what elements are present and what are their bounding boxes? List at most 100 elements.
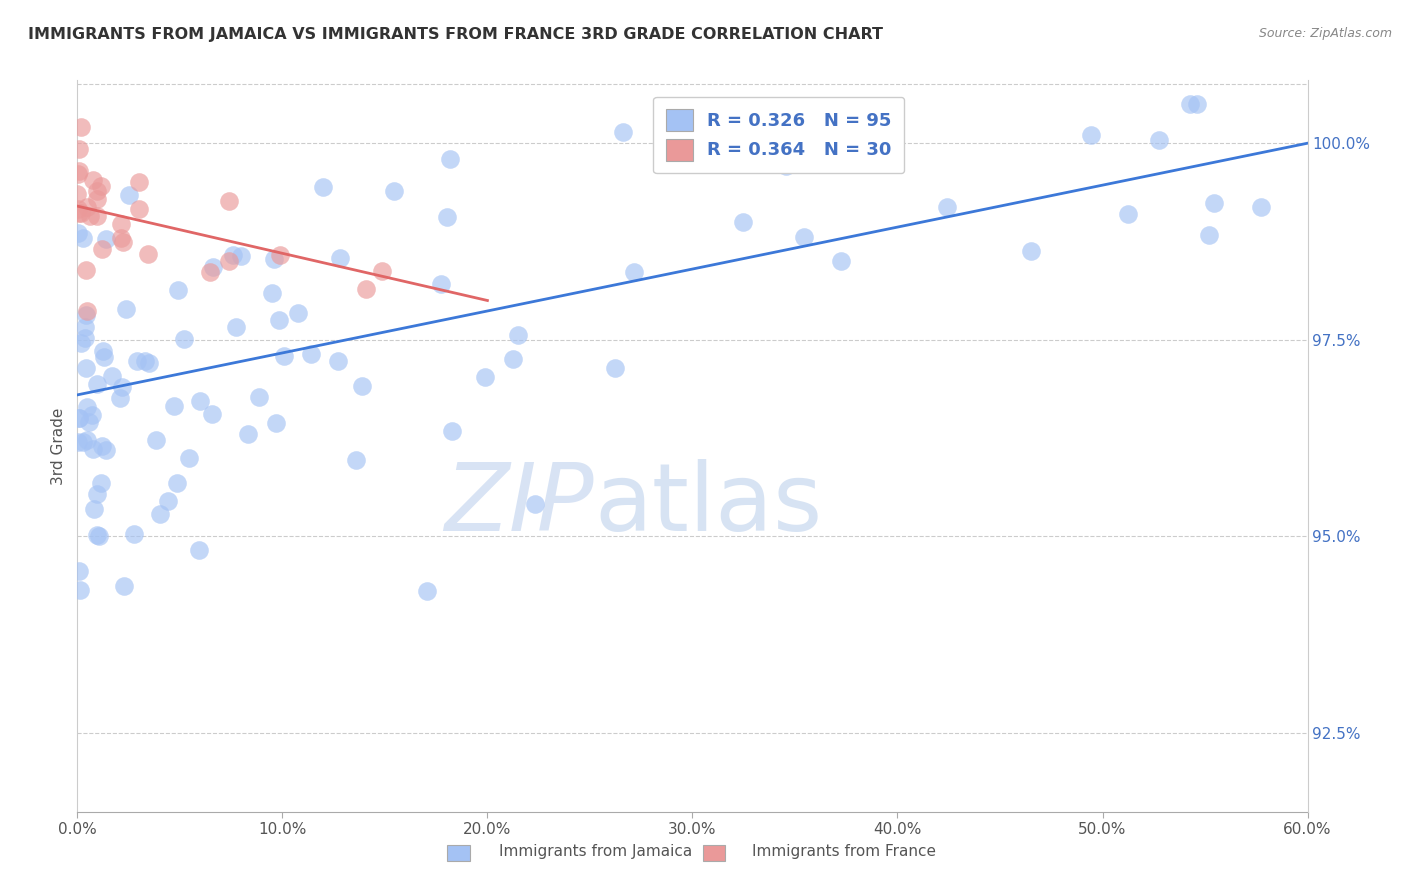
Point: [128, 175, 150, 189]
Point: [70, 120, 93, 135]
Point: [122, 527, 145, 541]
Point: [1019, 244, 1042, 259]
Point: [269, 313, 291, 327]
Point: [173, 332, 195, 346]
Point: [287, 306, 309, 320]
Point: [66, 186, 89, 201]
Point: [145, 434, 167, 448]
Point: [125, 354, 148, 368]
Point: [110, 391, 132, 405]
Point: [474, 370, 496, 384]
Point: [1116, 206, 1139, 220]
Point: [436, 210, 458, 224]
Point: [86, 192, 108, 206]
Point: [91, 242, 114, 256]
Point: [166, 283, 188, 297]
Point: [96, 232, 118, 246]
Point: [603, 360, 626, 375]
Point: [236, 426, 259, 441]
Point: [1202, 195, 1225, 210]
Point: [90, 475, 112, 490]
Point: [329, 251, 352, 265]
Point: [67, 142, 90, 156]
Point: [67, 206, 90, 220]
Point: [66, 167, 89, 181]
Point: [1080, 128, 1102, 142]
Point: [222, 248, 245, 262]
Point: [218, 194, 240, 208]
Point: [1250, 200, 1272, 214]
Point: [76, 303, 98, 318]
Point: [90, 439, 112, 453]
Point: [67, 202, 90, 217]
Point: [73, 331, 96, 345]
Point: [134, 354, 156, 368]
Point: [218, 254, 240, 268]
Point: [371, 264, 394, 278]
Point: [118, 188, 141, 202]
Point: [1185, 96, 1208, 111]
Text: Source: ZipAtlas.com: Source: ZipAtlas.com: [1258, 27, 1392, 40]
Point: [70, 336, 93, 351]
Point: [157, 494, 180, 508]
Point: [69, 582, 91, 597]
Point: [1198, 228, 1220, 243]
Point: [231, 249, 253, 263]
Point: [111, 380, 134, 394]
Point: [416, 584, 439, 599]
Point: [87, 529, 110, 543]
Point: [506, 328, 529, 343]
Point: [225, 320, 247, 334]
Text: ZIP: ZIP: [444, 459, 595, 550]
Point: [82, 442, 104, 456]
Point: [80, 408, 103, 422]
Point: [72, 434, 94, 449]
Point: [202, 260, 225, 275]
Point: [76, 201, 98, 215]
Point: [72, 231, 94, 245]
Point: [69, 206, 91, 220]
Point: [354, 282, 377, 296]
Point: [163, 399, 186, 413]
Point: [312, 180, 335, 194]
Point: [67, 411, 90, 425]
Point: [111, 235, 134, 249]
Point: [269, 248, 291, 262]
Point: [523, 498, 546, 512]
Point: [260, 285, 283, 300]
Point: [66, 435, 89, 450]
Point: [1178, 96, 1201, 111]
Point: [110, 217, 132, 231]
Point: [86, 487, 108, 501]
Point: [110, 231, 132, 245]
Point: [188, 394, 211, 409]
Point: [273, 350, 295, 364]
Legend: R = 0.326   N = 95, R = 0.364   N = 30: R = 0.326 N = 95, R = 0.364 N = 30: [652, 96, 904, 173]
Point: [75, 263, 97, 277]
Point: [264, 417, 287, 431]
Point: [299, 347, 322, 361]
Point: [263, 252, 285, 267]
Point: [82, 173, 104, 187]
Point: [86, 377, 108, 392]
Point: [830, 254, 852, 268]
Point: [775, 159, 797, 173]
Point: [76, 434, 98, 448]
Point: [623, 264, 645, 278]
Point: [136, 247, 159, 261]
Point: [429, 277, 451, 291]
Point: [441, 425, 464, 439]
Point: [83, 502, 105, 516]
Text: Immigrants from Jamaica: Immigrants from Jamaica: [499, 845, 692, 859]
Point: [77, 415, 100, 429]
Point: [935, 200, 957, 214]
Point: [86, 184, 108, 198]
Y-axis label: 3rd Grade: 3rd Grade: [51, 408, 66, 484]
Point: [187, 543, 209, 558]
Point: [198, 265, 221, 279]
Point: [66, 227, 89, 241]
Point: [75, 308, 97, 322]
Point: [93, 351, 115, 365]
Text: IMMIGRANTS FROM JAMAICA VS IMMIGRANTS FROM FRANCE 3RD GRADE CORRELATION CHART: IMMIGRANTS FROM JAMAICA VS IMMIGRANTS FR…: [28, 27, 883, 42]
Point: [502, 351, 524, 366]
